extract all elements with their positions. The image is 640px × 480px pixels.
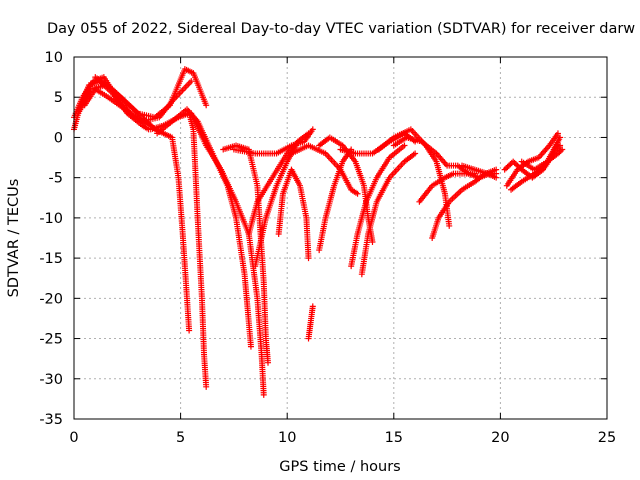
data-point-marker bbox=[247, 343, 254, 350]
y-tick-label: -25 bbox=[39, 332, 63, 348]
x-tick-label: 5 bbox=[176, 430, 185, 446]
series-arc-29 bbox=[518, 146, 566, 173]
x-tick-label: 10 bbox=[278, 430, 296, 446]
y-tick-label: -15 bbox=[39, 251, 63, 267]
series-arc-17 bbox=[316, 134, 376, 246]
x-tick-label: 0 bbox=[69, 430, 78, 446]
data-point-marker bbox=[203, 102, 210, 109]
data-point-marker bbox=[446, 222, 453, 229]
y-tick-label: -20 bbox=[39, 291, 63, 307]
data-point-marker bbox=[203, 383, 210, 390]
data-point-marker bbox=[493, 174, 500, 181]
y-tick-label: 0 bbox=[54, 130, 63, 146]
series-arc-20 bbox=[358, 150, 419, 278]
data-point-marker bbox=[309, 126, 316, 133]
data-point-marker bbox=[305, 255, 312, 262]
y-tick-label: 5 bbox=[54, 90, 63, 106]
data-point-marker bbox=[493, 166, 500, 173]
series-arc-15 bbox=[305, 303, 316, 342]
series-arc-06 bbox=[147, 110, 210, 390]
grid-lines bbox=[74, 57, 607, 419]
data-point-marker bbox=[188, 78, 195, 85]
data-point-marker bbox=[559, 146, 566, 153]
chart-title: Day 055 of 2022, Sidereal Day-to-day VTE… bbox=[47, 21, 635, 37]
data-points bbox=[71, 66, 566, 398]
data-point-marker bbox=[260, 391, 267, 398]
series-arc-18 bbox=[337, 130, 419, 157]
series-arc-07 bbox=[154, 106, 254, 350]
data-point-marker bbox=[186, 327, 193, 334]
series-arc-10 bbox=[230, 126, 316, 157]
series-arc-09 bbox=[220, 142, 272, 366]
data-point-marker bbox=[401, 142, 408, 149]
series-arc-04 bbox=[81, 78, 195, 125]
data-point-marker bbox=[554, 130, 561, 137]
series-arc-16 bbox=[316, 146, 355, 254]
axis-ticks bbox=[73, 56, 608, 420]
series-arc-23 bbox=[416, 170, 478, 205]
data-point-marker bbox=[292, 142, 299, 149]
series-arc-13 bbox=[275, 166, 312, 262]
x-tick-label: 20 bbox=[491, 430, 509, 446]
y-tick-label: -10 bbox=[39, 211, 63, 227]
data-point-marker bbox=[412, 150, 419, 157]
x-axis-label: GPS time / hours bbox=[279, 459, 400, 475]
plot-frame bbox=[73, 56, 608, 420]
series-arc-24 bbox=[429, 166, 500, 241]
data-point-marker bbox=[305, 130, 312, 137]
x-tick-label: 15 bbox=[385, 430, 403, 446]
y-tick-label: 10 bbox=[45, 50, 63, 66]
series-arc-25 bbox=[459, 162, 500, 181]
y-tick-label: -5 bbox=[49, 171, 63, 187]
series-arc-11 bbox=[245, 130, 312, 237]
series-arc-14 bbox=[288, 142, 361, 197]
data-point-marker bbox=[557, 134, 564, 141]
series-arc-19 bbox=[348, 142, 408, 270]
axis-tick-labels: 0 5 10 15 20 25 10 5 0 -5 -10 -15 -20 -25 -30 -35 bbox=[39, 50, 616, 446]
y-tick-label: -35 bbox=[39, 412, 63, 428]
data-point-marker bbox=[309, 303, 316, 310]
x-tick-label: 25 bbox=[598, 430, 616, 446]
data-point-marker bbox=[265, 359, 272, 366]
data-point-marker bbox=[354, 190, 361, 197]
series-arc-08 bbox=[188, 110, 267, 398]
data-point-marker bbox=[369, 239, 376, 246]
y-axis-label: SDTVAR / TECUs bbox=[6, 179, 22, 298]
y-tick-label: -30 bbox=[39, 372, 63, 388]
